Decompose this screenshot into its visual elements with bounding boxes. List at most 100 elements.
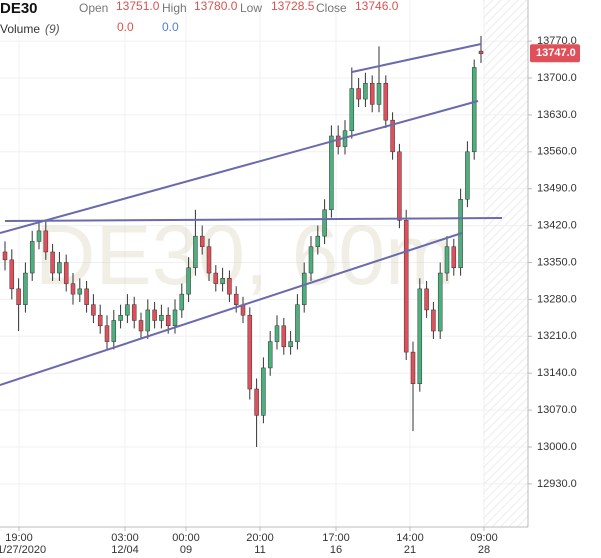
watermark: DE30, 60m [35,208,455,302]
y-tick-label: 13490.0 [537,183,577,195]
y-tick-label: 13420.0 [537,220,577,232]
volume-value: 0.0 [117,20,134,34]
y-tick-label: 13630.0 [537,109,577,121]
candle-body [70,283,76,295]
candle-body [233,293,239,305]
candle-body [295,304,300,342]
axes: 12930.0 13000.0 13070.0 13140.0 13210.0 13280… [0,35,580,556]
candle-body [329,135,334,211]
candle-body [397,151,402,221]
candle-body [125,304,130,316]
candle-body [288,341,293,348]
candle-body [369,83,375,105]
y-tick-label: 13280.0 [537,293,577,305]
candle-body [363,83,368,100]
trend-lines [0,43,503,386]
trend-line [4,217,503,222]
x-tick-label: 19:00 [5,532,33,544]
candle-body [403,220,409,353]
candle-body [322,209,327,237]
future-area [483,0,528,527]
candle-body [220,278,225,284]
high-value: 13780.0 [194,0,238,13]
close-value: 13746.0 [355,0,399,13]
candle-body [29,241,35,274]
candles [2,35,484,447]
candle-body [261,367,266,416]
candle-body [131,304,137,321]
x-tick-label: 09:00 [470,532,498,544]
candle-body [63,262,69,284]
x-tick-label: 16 [330,544,342,556]
candle-body [376,83,382,105]
candle-body [417,288,423,384]
x-tick-label: 12/04 [111,544,139,556]
x-tick-label: 17:00 [322,532,350,544]
x-tick-label: 11 [254,544,265,556]
candle-body [308,246,314,274]
y-tick-label: 13210.0 [537,330,577,342]
y-tick-label: 13350.0 [537,256,577,268]
candle-body [91,304,96,316]
volume-value: 0.0 [162,20,179,34]
header: DE30 Open 13751.0 High 13780.0 Low 13728… [0,0,399,36]
candle-body [138,320,144,332]
candle-body [410,351,416,384]
candle-body [356,88,361,100]
candle-body [437,272,443,332]
candle-body [206,246,212,274]
candle-body [118,314,123,321]
y-tick-label: 13700.0 [537,72,577,84]
low-value: 13728.5 [271,0,315,13]
candle-body [199,235,205,247]
y-tick-label: 13560.0 [537,146,577,158]
candle-body [213,272,219,284]
candle-body [390,119,395,153]
close-label: Close [316,1,347,15]
candle-body [431,309,436,332]
candle-body [465,151,470,200]
candle-body [165,314,171,327]
candle-body [349,88,355,131]
candle-body [424,288,429,311]
candle-body [471,67,477,153]
candle-body [267,341,273,369]
candle-body [2,251,8,261]
candle-body [145,309,151,332]
symbol: DE30 [0,0,38,17]
volume-label: Volume [0,22,40,36]
x-tick-label: 14:00 [396,532,424,544]
candle-body [97,314,103,327]
candle-body [16,288,21,305]
x-tick-label: 00:00 [172,532,200,544]
candle-body [227,278,232,295]
last-price-box [530,44,580,63]
y-tick-label: 13770.0 [537,35,577,47]
candle-body [444,246,450,274]
x-tick-label: 28 [478,544,490,556]
candle-body [274,325,280,342]
x-tick-label: 11/27/2020 [0,544,46,556]
candle-body [50,251,55,274]
candle-body [57,262,62,274]
candle-body [254,388,259,416]
low-label: Low [240,1,262,15]
candle-body [281,325,287,348]
candle-body [478,50,484,55]
candle-body [9,259,15,290]
candle-body [335,135,341,147]
x-tick-label: 21 [404,544,416,556]
volume-param: (9) [45,22,60,36]
trend-line [351,43,482,73]
trend-line [0,232,463,386]
open-label: Open [79,1,108,15]
candle-body [172,309,178,327]
x-tick-label: 20:00 [246,532,274,544]
candle-body [451,246,457,269]
candle-body [77,288,83,295]
candle-body [104,325,110,342]
candle-body [36,230,42,242]
trend-line [0,100,479,234]
candle-body [383,83,389,121]
